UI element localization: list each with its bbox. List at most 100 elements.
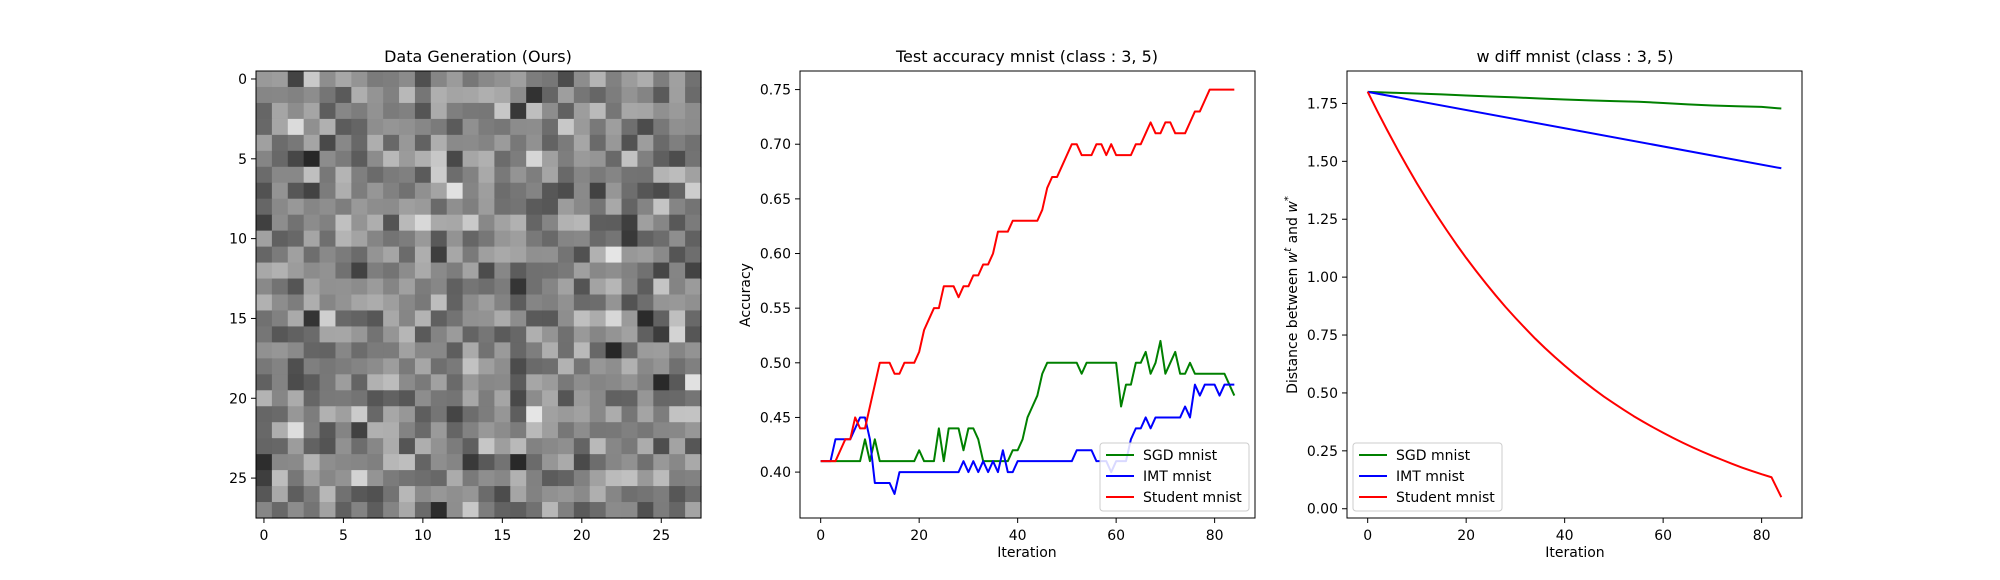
heatmap-cell (367, 294, 384, 312)
heatmap-cell (367, 182, 384, 200)
heatmap-cell (510, 326, 527, 343)
heatmap-cell (446, 326, 464, 343)
heatmap-cell (637, 118, 654, 136)
heatmap-cell (685, 326, 702, 343)
heatmap-cell (589, 278, 607, 296)
heatmap-cell (653, 454, 670, 471)
heatmap-cell (271, 358, 289, 375)
heatmap-cell (303, 294, 321, 312)
heatmap-cell (414, 86, 432, 104)
heatmap-cell (637, 502, 654, 519)
heatmap-cell (287, 358, 305, 375)
heatmap-cell (462, 454, 480, 471)
heatmap-cell (589, 326, 607, 343)
wdiff-ylabel-sup-t: t (1283, 247, 1294, 252)
heatmap-cell (462, 310, 480, 328)
heatmap-cell (557, 502, 575, 519)
heatmap-cell (462, 166, 480, 184)
heatmap-cell (621, 406, 639, 423)
heatmap-cell (605, 358, 623, 375)
heatmap-cell (335, 278, 352, 296)
heatmap-cell (430, 406, 448, 423)
heatmap-cell (351, 278, 368, 296)
heatmap-cell (621, 326, 639, 343)
heatmap-cell (271, 150, 289, 168)
heatmap-cell (573, 166, 591, 184)
heatmap-cell (557, 358, 575, 375)
heatmap-cell (605, 278, 623, 296)
heatmap-cell (271, 246, 289, 264)
heatmap-cell (653, 438, 670, 455)
heatmap-cell (573, 246, 591, 264)
heatmap-cell (542, 470, 559, 487)
heatmap-cell (573, 374, 591, 391)
heatmap-cell (542, 390, 559, 407)
heatmap-cell (399, 118, 416, 136)
heatmap-cell (462, 198, 480, 216)
heatmap-cell (542, 262, 559, 280)
heatmap-cell (573, 422, 591, 439)
heatmap-cell (589, 198, 607, 216)
heatmap-cell (669, 502, 686, 519)
heatmap-cell (653, 166, 670, 184)
heatmap-cell (478, 342, 495, 359)
heatmap-cell (256, 294, 273, 312)
heatmap-cell (430, 150, 448, 168)
heatmap-cell (589, 166, 607, 184)
heatmap-cell (414, 438, 432, 455)
heatmap-cell (319, 422, 337, 439)
heatmap-cell (573, 294, 591, 312)
heatmap-cell (685, 166, 702, 184)
heatmap-cell (557, 150, 575, 168)
heatmap-cell (621, 86, 639, 104)
heatmap-cell (462, 86, 480, 104)
heatmap-cell (637, 454, 654, 471)
wdiff-x-tick-label: 0 (1363, 528, 1372, 544)
heatmap-cell (557, 390, 575, 407)
heatmap-cell (271, 230, 289, 248)
heatmap-cell (335, 438, 352, 455)
heatmap-cell (542, 486, 559, 503)
accuracy-line-student (820, 88, 1235, 463)
wdiff-legend-box (1352, 442, 1503, 512)
heatmap-cell (605, 246, 623, 264)
heatmap-cell (446, 310, 464, 328)
heatmap-cell (414, 406, 432, 423)
heatmap-cell (319, 390, 337, 407)
accuracy-ylabel: Accuracy (738, 263, 754, 327)
heatmap-cell (510, 214, 527, 232)
heatmap-cell (510, 310, 527, 328)
heatmap-cell (669, 150, 686, 168)
heatmap-cell (303, 246, 321, 264)
heatmap-cell (287, 502, 305, 519)
accuracy-frame (799, 70, 1256, 519)
heatmap-cell (526, 342, 543, 359)
heatmap-cell (637, 278, 654, 296)
heatmap-cell (383, 246, 400, 264)
heatmap-cell (335, 198, 352, 216)
heatmap-cell (256, 470, 273, 487)
heatmap-cell (271, 134, 289, 152)
heatmap-cell (367, 214, 384, 232)
heatmap-cell (669, 262, 686, 280)
heatmap-cell (351, 150, 368, 168)
heatmap-cell (335, 214, 352, 232)
heatmap-cell (685, 310, 702, 328)
heatmap-cell (430, 470, 448, 487)
wdiff-line-sgd (1367, 90, 1782, 110)
heatmap-cell (478, 262, 495, 280)
wdiff-ticks: 0 20 40 60 80 0.00 0.25 0.50 0.75 1.00 1.25 1.50 1.7… (1307, 96, 1771, 544)
heatmap-cell (430, 294, 448, 312)
heatmap-cell (478, 118, 495, 136)
heatmap-cell (653, 294, 670, 312)
heatmap-cell (589, 150, 607, 168)
heatmap-cell (430, 182, 448, 200)
heatmap-cell (526, 358, 543, 375)
heatmap-cell (573, 102, 591, 120)
heatmap-cell (287, 102, 305, 120)
heatmap-cell (557, 102, 575, 120)
heatmap-cell (287, 150, 305, 168)
heatmap-cell (653, 374, 670, 391)
heatmap-cell (367, 310, 384, 328)
heatmap-cell (669, 166, 686, 184)
